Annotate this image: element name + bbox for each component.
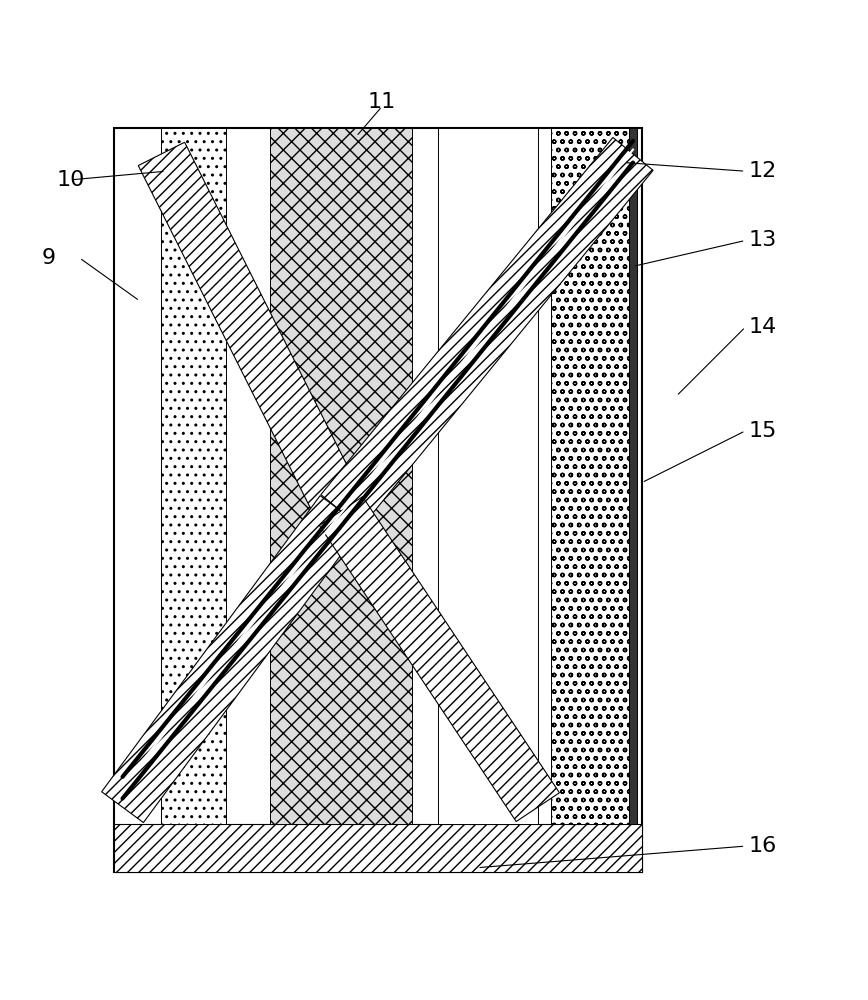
Text: 14: 14 <box>749 317 777 337</box>
Text: 15: 15 <box>748 421 777 441</box>
Polygon shape <box>321 137 653 527</box>
Polygon shape <box>102 496 362 823</box>
Polygon shape <box>138 142 365 523</box>
Text: 10: 10 <box>56 170 85 190</box>
Bar <box>270 128 412 824</box>
Bar <box>628 128 637 824</box>
Text: 16: 16 <box>749 836 777 856</box>
Bar <box>551 128 628 824</box>
Text: 11: 11 <box>368 92 396 112</box>
Text: 12: 12 <box>749 161 777 181</box>
Polygon shape <box>319 497 560 822</box>
Text: 13: 13 <box>749 230 777 250</box>
Bar <box>114 824 641 872</box>
Bar <box>114 128 641 872</box>
Bar <box>161 128 227 824</box>
Text: 9: 9 <box>42 248 56 268</box>
Bar <box>438 128 538 824</box>
